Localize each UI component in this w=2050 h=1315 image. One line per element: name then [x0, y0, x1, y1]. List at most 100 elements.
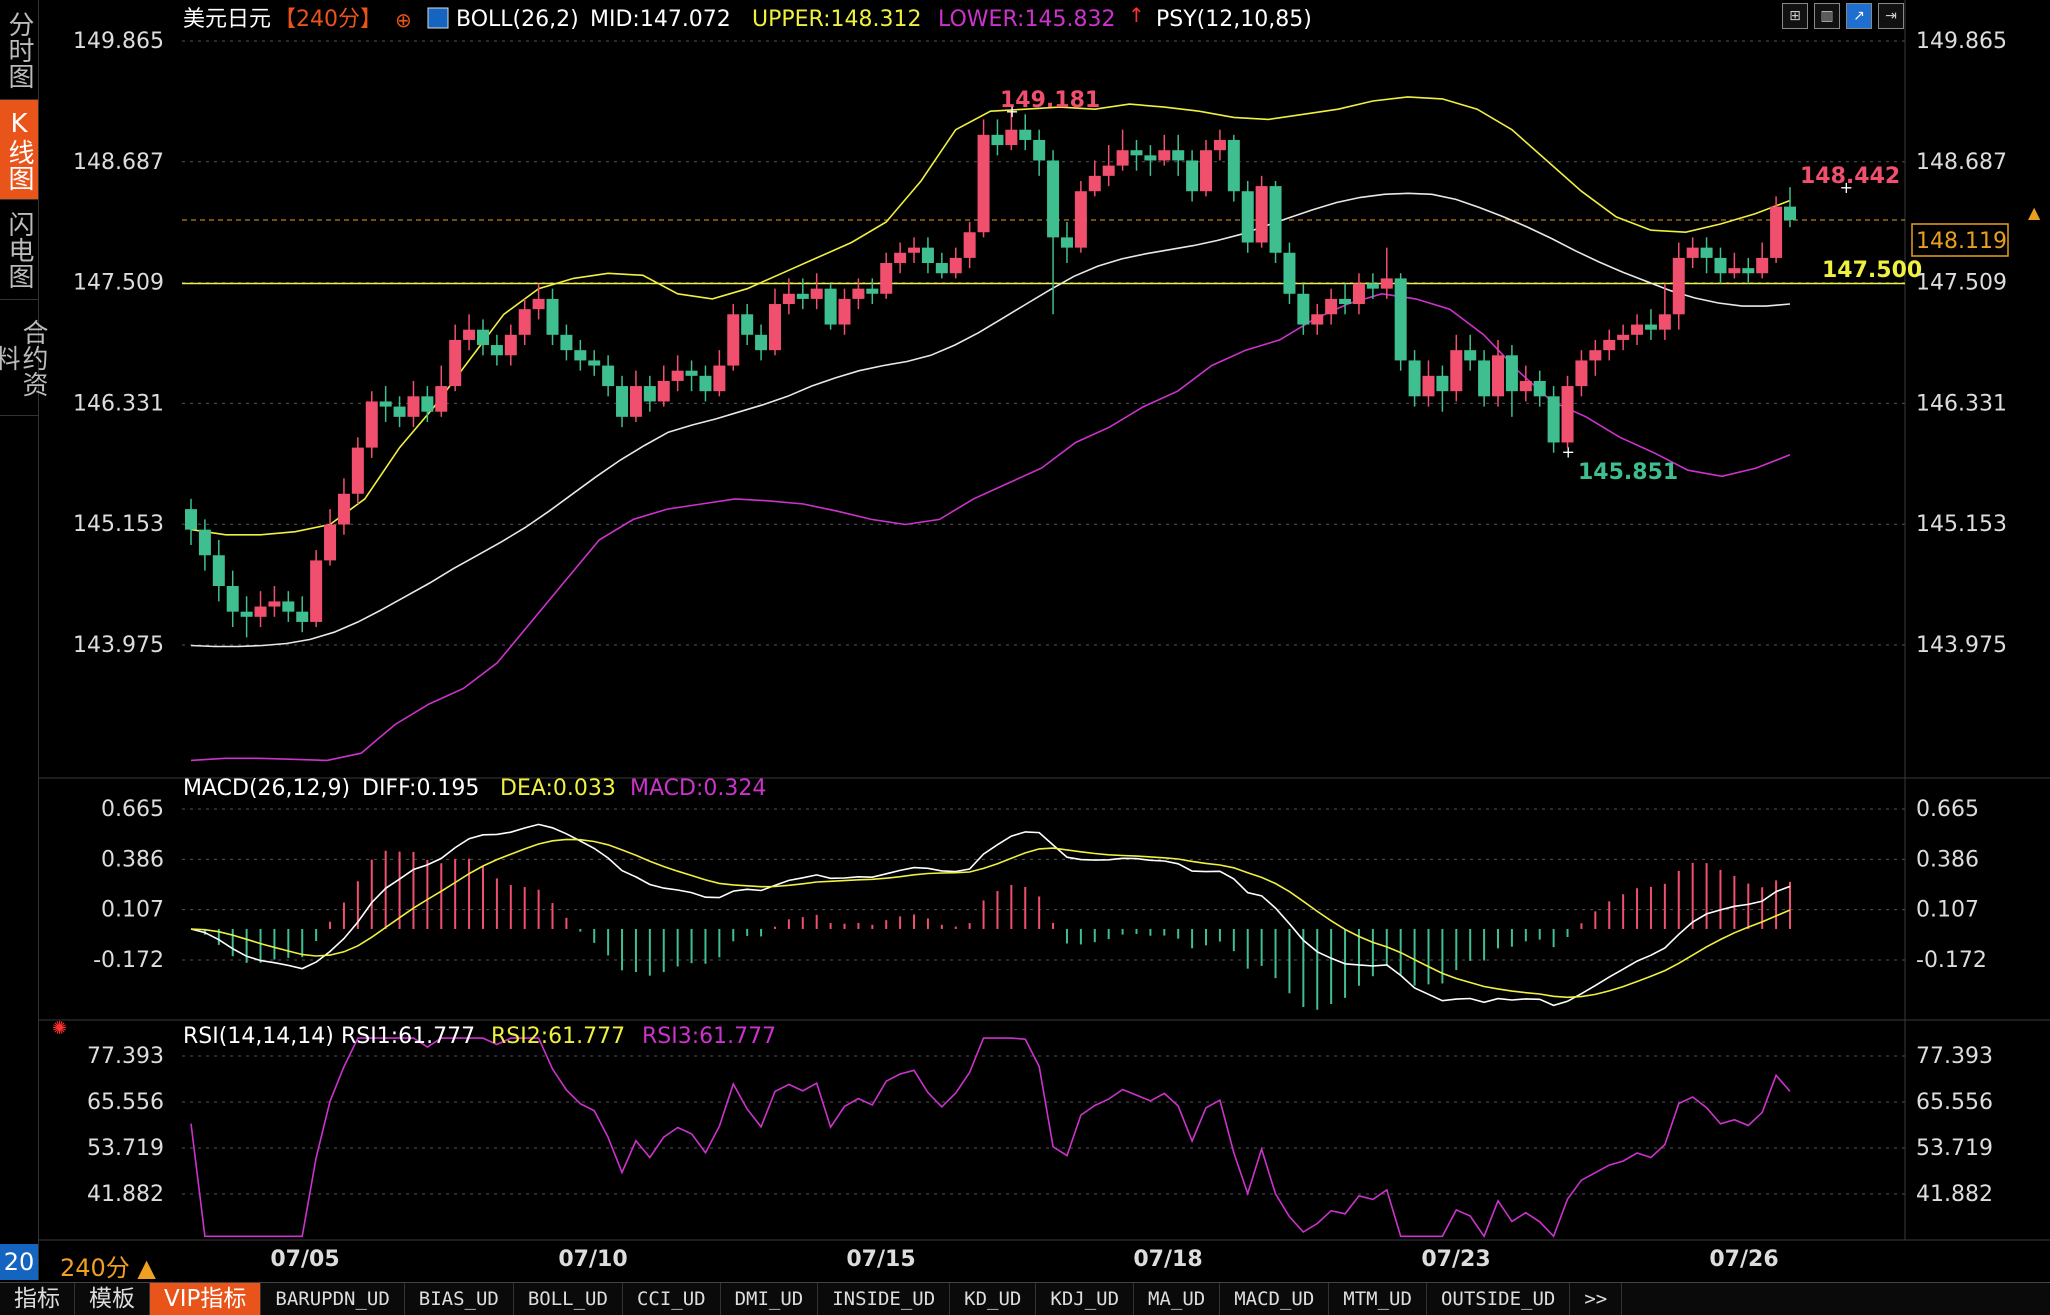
boll-name: BOLL(26,2) — [456, 7, 579, 32]
x-tick-1: 07/10 — [558, 1247, 627, 1272]
main-tick-right-2: 147.509 — [1916, 271, 2007, 296]
candle-body-23 — [504, 334, 517, 356]
main-tick-right-4: 145.153 — [1916, 512, 2007, 537]
candle-body-53 — [921, 247, 934, 264]
line-chart-icon[interactable]: ↗ — [1846, 3, 1872, 29]
candle-body-30 — [602, 365, 615, 387]
candle-body-3 — [226, 586, 239, 612]
tab-2[interactable]: VIP指标 — [150, 1283, 262, 1315]
candlestick-icon[interactable]: ▥ — [1814, 3, 1840, 29]
main-tick-left-0: 149.865 — [73, 29, 164, 54]
candle-body-4 — [240, 611, 253, 617]
caret-up-icon: ▲ — [2028, 203, 2041, 222]
candle-body-5 — [254, 606, 267, 617]
boll-lower-line — [190, 292, 1791, 762]
candle-body-64 — [1074, 191, 1087, 248]
candle-body-37 — [699, 375, 712, 392]
tab-4[interactable]: BIAS_UD — [405, 1283, 514, 1315]
main-tick-left-3: 146.331 — [73, 391, 164, 416]
candle-body-81 — [1311, 314, 1324, 325]
main-tick-left-2: 147.509 — [73, 271, 164, 296]
candle-body-85 — [1366, 283, 1379, 289]
tab-10[interactable]: KDJ_UD — [1036, 1283, 1135, 1315]
text-layer: 美元日元 【240分】 ⊕ BOLL(26,2) MID:147.072 UPP… — [52, 3, 2041, 1272]
tab-9[interactable]: KD_UD — [950, 1283, 1037, 1315]
tab-1[interactable]: 模板 — [75, 1283, 150, 1315]
tab-11[interactable]: MA_UD — [1134, 1283, 1221, 1315]
candle-body-19 — [449, 339, 462, 387]
rsi3-line — [190, 1037, 1791, 1238]
candle-body-54 — [935, 263, 948, 274]
candle-body-62 — [1047, 160, 1060, 238]
candle-body-59 — [1005, 129, 1018, 146]
candle-body-92 — [1464, 350, 1477, 361]
candle-body-8 — [296, 611, 309, 622]
candle-body-61 — [1033, 139, 1046, 161]
chart-canvas: 美元日元 【240分】 ⊕ BOLL(26,2) MID:147.072 UPP… — [38, 0, 2050, 1272]
target-icon[interactable]: ⊕ — [395, 8, 412, 32]
candle-body-31 — [616, 386, 629, 417]
x-tick-3: 07/18 — [1133, 1247, 1202, 1272]
grid-icon[interactable]: ⊞ — [1782, 3, 1808, 29]
candle-body-43 — [782, 293, 795, 305]
candle-body-6 — [268, 601, 281, 607]
expand-icon[interactable]: ⇥ — [1878, 3, 1904, 29]
candle-body-100 — [1575, 360, 1588, 387]
period-selector[interactable]: 240分 ▲ — [60, 1254, 156, 1282]
candle-body-50 — [880, 263, 893, 294]
candle-body-78 — [1269, 186, 1282, 253]
macd-tick-left-1: 0.386 — [101, 847, 164, 872]
macd-name: MACD(26,12,9) — [183, 776, 350, 801]
tab-12[interactable]: MACD_UD — [1220, 1283, 1330, 1315]
rail-item-0[interactable]: 分时图 — [0, 0, 38, 100]
candle-body-27 — [560, 334, 573, 351]
candle-body-46 — [824, 288, 837, 325]
candle-body-106 — [1658, 314, 1671, 330]
candle-body-13 — [365, 401, 378, 448]
rsi-tick-right-2: 53.719 — [1916, 1136, 1993, 1161]
tab-0[interactable]: 指标 — [0, 1283, 75, 1315]
macd-tick-right-1: 0.386 — [1916, 847, 1979, 872]
rail-item-2[interactable]: 闪电图 — [0, 200, 38, 300]
tab-8[interactable]: INSIDE_UD — [818, 1283, 951, 1315]
boll-indicator-icon[interactable] — [427, 7, 449, 29]
last-high-marker: + — [1840, 178, 1853, 197]
candle-body-7 — [282, 601, 295, 612]
tab-5[interactable]: BOLL_UD — [514, 1283, 623, 1315]
candle-body-87 — [1394, 278, 1407, 361]
macd-value: MACD:0.324 — [630, 776, 766, 801]
settings-gear-icon[interactable]: ✺ — [52, 1018, 67, 1039]
candle-body-21 — [476, 329, 489, 346]
tab-3[interactable]: BARUPDN_UD — [261, 1283, 405, 1315]
macd-tick-left-2: 0.107 — [101, 898, 164, 923]
tab-6[interactable]: CCI_UD — [623, 1283, 721, 1315]
candle-body-80 — [1297, 293, 1310, 325]
rsi1: RSI1:61.777 — [341, 1024, 475, 1049]
rail-item-1[interactable]: K线图 — [0, 100, 38, 200]
period-corner[interactable]: 20 — [0, 1244, 38, 1280]
macd-tick-right-3: -0.172 — [1916, 948, 1987, 973]
candle-body-49 — [866, 288, 879, 294]
rsi3: RSI3:61.777 — [642, 1024, 776, 1049]
tab-15[interactable]: >> — [1570, 1283, 1623, 1315]
indicator-tab-bar: 指标 模板 VIP指标 BARUPDN_UD BIAS_UD BOLL_UD CCI_UD D… — [0, 1282, 2050, 1315]
macd-dea-line — [190, 838, 1791, 999]
price-tag-box — [1911, 223, 2009, 257]
candle-body-18 — [435, 386, 448, 412]
candle-body-9 — [310, 560, 323, 622]
candle-body-71 — [1172, 150, 1185, 161]
rsi-tick-left-0: 77.393 — [87, 1044, 164, 1069]
candle-body-51 — [894, 252, 907, 264]
tab-7[interactable]: DMI_UD — [721, 1283, 819, 1315]
candle-body-68 — [1130, 150, 1143, 156]
candle-body-26 — [546, 298, 559, 335]
boll-lower: LOWER:145.832 — [938, 7, 1115, 32]
candle-body-48 — [852, 288, 865, 299]
candle-body-45 — [810, 288, 823, 299]
candle-body-88 — [1408, 360, 1421, 397]
candle-body-93 — [1478, 360, 1491, 397]
tab-14[interactable]: OUTSIDE_UD — [1427, 1283, 1571, 1315]
candle-body-35 — [671, 370, 684, 381]
tab-13[interactable]: MTM_UD — [1329, 1283, 1427, 1315]
x-tick-5: 07/26 — [1709, 1247, 1778, 1272]
